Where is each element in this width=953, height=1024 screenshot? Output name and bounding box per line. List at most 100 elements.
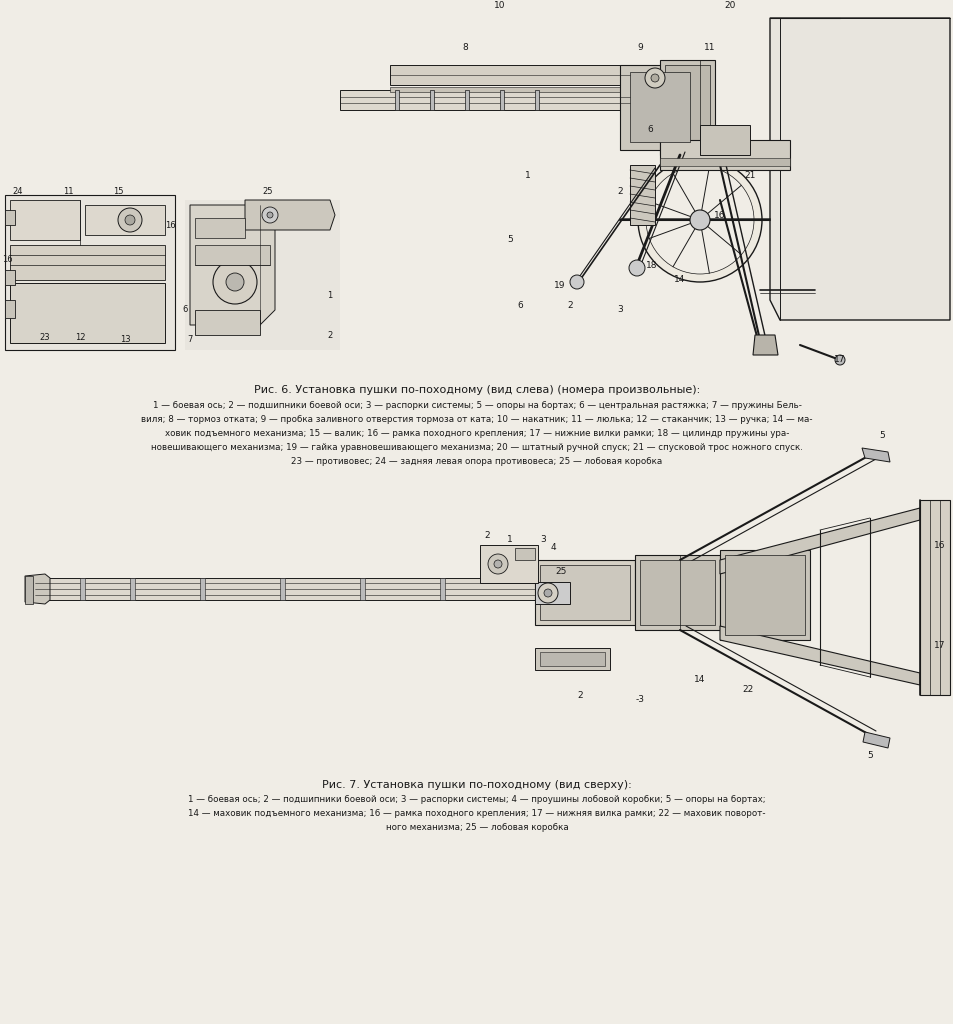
Text: 16: 16 [2,256,12,264]
Text: 3: 3 [539,536,545,545]
Circle shape [226,273,244,291]
Text: 1: 1 [524,171,530,179]
Text: 13: 13 [119,336,131,344]
Circle shape [488,554,507,574]
Text: 2: 2 [617,187,622,197]
Text: 2: 2 [567,300,572,309]
Text: 14: 14 [674,275,685,285]
Circle shape [645,166,753,274]
Bar [130,578,135,600]
Bar [659,140,789,170]
Text: -3: -3 [635,695,644,705]
Bar [339,90,659,110]
Text: виля; 8 — тормоз отката; 9 — пробка заливного отверстия тормоза от ката; 10 — на: виля; 8 — тормоз отката; 9 — пробка зали… [141,415,812,424]
Text: 20: 20 [723,0,735,9]
Text: 16: 16 [933,541,944,550]
Bar [390,87,659,92]
Bar [499,90,503,110]
Text: 4: 4 [550,544,556,553]
Text: 5: 5 [866,751,872,760]
Bar [10,283,165,343]
Bar [185,200,339,350]
Polygon shape [245,200,335,230]
Polygon shape [769,18,949,319]
Text: 25: 25 [262,187,273,197]
Bar [479,545,537,583]
Circle shape [262,207,277,223]
Polygon shape [190,205,274,325]
Bar [80,578,85,600]
Bar [35,578,535,600]
Text: 2: 2 [327,331,333,340]
Circle shape [213,260,256,304]
Polygon shape [5,300,15,318]
Circle shape [644,68,664,88]
Text: 17: 17 [933,640,944,649]
Circle shape [125,215,135,225]
Bar [439,578,444,600]
Bar [700,125,749,155]
Bar [629,165,655,225]
Bar [390,65,659,85]
Bar [919,500,949,695]
Text: 24: 24 [12,187,23,197]
Bar [724,555,804,635]
Text: новешивающего механизма; 19 — гайка уравновешивающего механизма; 20 — штатный ру: новешивающего механизма; 19 — гайка урав… [151,442,802,452]
Bar [25,575,33,604]
Text: 6: 6 [646,126,652,134]
Bar [194,245,270,265]
Bar [535,90,538,110]
Text: 9: 9 [637,43,642,52]
Circle shape [834,355,844,365]
Bar [200,578,205,600]
Circle shape [650,74,659,82]
Bar [430,90,434,110]
Text: 12: 12 [74,334,85,342]
Text: 16: 16 [165,220,175,229]
Text: 6: 6 [517,300,522,309]
Bar [10,245,165,280]
Circle shape [689,210,709,230]
Bar [5,195,174,350]
Text: 16: 16 [714,211,725,219]
Text: 5: 5 [507,236,513,245]
Circle shape [638,158,761,282]
Bar [720,550,809,640]
Bar [535,582,569,604]
Text: 1: 1 [507,536,513,545]
Text: ховик подъемного механизма; 15 — валик; 16 — рамка походного крепления; 17 — ниж: ховик подъемного механизма; 15 — валик; … [165,428,788,437]
Text: 8: 8 [461,43,467,52]
Bar [85,205,165,234]
Polygon shape [720,508,919,574]
Text: 19: 19 [554,281,565,290]
Circle shape [628,260,644,276]
Text: 21: 21 [743,171,755,179]
Text: 1 — боевая ось; 2 — подшипники боевой оси; 3 — распорки системы; 4 — проушины ло: 1 — боевая ось; 2 — подшипники боевой ос… [188,796,765,805]
Text: 2: 2 [484,530,489,540]
Text: 14: 14 [694,676,705,684]
Text: 14 — маховик подъемного механизма; 16 — рамка походного крепления; 17 — нижняя в: 14 — маховик подъемного механизма; 16 — … [188,810,765,818]
Text: 6: 6 [182,305,188,314]
Circle shape [569,275,583,289]
Bar [539,565,629,620]
Text: 5: 5 [879,430,884,439]
Text: 2: 2 [577,690,582,699]
Circle shape [537,583,558,603]
Bar [515,548,535,560]
Text: 11: 11 [63,187,73,197]
Circle shape [118,208,142,232]
Text: 10: 10 [494,0,505,9]
Bar [629,72,689,142]
Text: 17: 17 [833,355,845,365]
Bar [464,90,469,110]
Polygon shape [5,270,15,285]
Bar [619,65,700,150]
Text: 1: 1 [327,291,333,299]
Bar [659,60,714,155]
Text: 15: 15 [112,187,123,197]
Bar [535,560,635,625]
Text: 22: 22 [741,685,753,694]
Text: 18: 18 [645,260,657,269]
Text: 3: 3 [617,305,622,314]
Bar [639,560,714,625]
